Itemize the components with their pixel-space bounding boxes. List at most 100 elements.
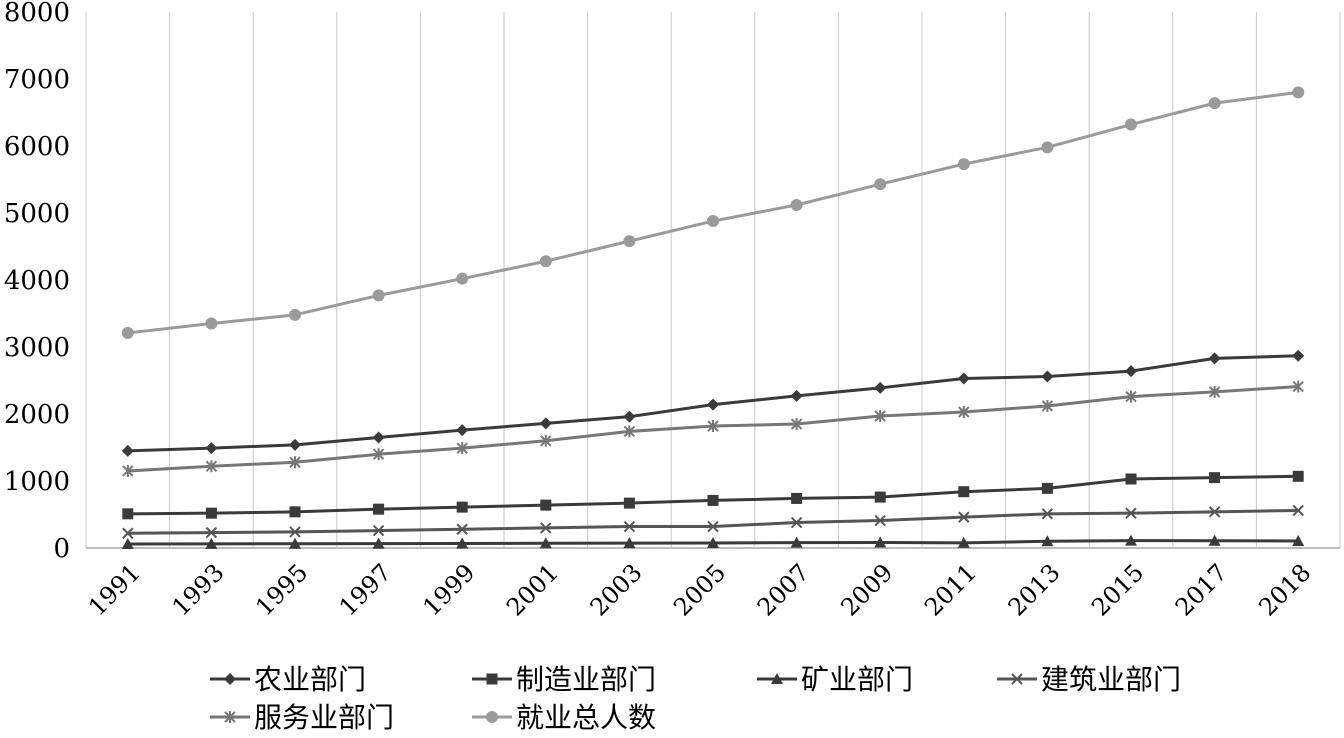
y-tick-label: 1000 bbox=[4, 467, 70, 497]
series-lines bbox=[121, 86, 1305, 549]
data-point bbox=[456, 272, 469, 285]
series-group bbox=[122, 504, 1304, 539]
data-point bbox=[1209, 472, 1221, 484]
x-tick-label: 2005 bbox=[668, 558, 731, 621]
data-point bbox=[205, 442, 218, 455]
legend-item: 制造业部门 bbox=[472, 663, 656, 696]
y-tick-label: 6000 bbox=[4, 132, 70, 162]
data-point bbox=[1125, 534, 1137, 546]
data-point bbox=[1292, 534, 1305, 546]
data-point bbox=[1292, 504, 1304, 517]
data-point bbox=[1125, 473, 1137, 485]
legend-label: 建筑业部门 bbox=[1041, 663, 1181, 696]
data-point bbox=[121, 537, 134, 549]
data-point bbox=[623, 410, 636, 423]
data-point bbox=[373, 503, 385, 515]
legend-label: 农业部门 bbox=[254, 663, 366, 696]
data-point bbox=[790, 536, 803, 548]
data-point bbox=[874, 381, 887, 394]
data-point bbox=[1125, 390, 1137, 403]
data-point bbox=[790, 516, 803, 529]
data-point bbox=[958, 486, 970, 498]
data-point bbox=[790, 198, 803, 211]
series-line bbox=[127, 90, 1299, 335]
data-point bbox=[121, 326, 134, 339]
data-point bbox=[289, 438, 301, 451]
data-point bbox=[456, 537, 469, 549]
data-point bbox=[790, 389, 803, 402]
data-point bbox=[289, 526, 301, 538]
data-point bbox=[456, 501, 468, 513]
data-point bbox=[1208, 352, 1221, 365]
data-point bbox=[957, 158, 970, 171]
data-point bbox=[623, 497, 635, 509]
data-point bbox=[1292, 380, 1304, 393]
data-point bbox=[205, 317, 218, 330]
legend-marker bbox=[1011, 673, 1023, 685]
data-point bbox=[289, 456, 301, 469]
data-point bbox=[539, 537, 552, 549]
series-line bbox=[127, 508, 1299, 535]
data-point bbox=[1125, 365, 1137, 378]
series-group bbox=[121, 349, 1305, 457]
data-point bbox=[874, 491, 886, 503]
data-point bbox=[540, 522, 552, 534]
y-tick-labels: 0 1000 2000 3000 4000 5000 6000 7000 8000 bbox=[4, 0, 70, 564]
data-point bbox=[456, 523, 468, 535]
x-tick-label: 2011 bbox=[919, 558, 982, 621]
legend-label: 矿业部门 bbox=[801, 663, 913, 696]
data-point bbox=[122, 464, 134, 477]
data-point bbox=[122, 527, 134, 539]
data-point bbox=[372, 537, 385, 549]
data-point bbox=[707, 537, 719, 549]
data-point bbox=[1208, 534, 1221, 546]
legend-item: 建筑业部门 bbox=[997, 663, 1181, 696]
x-tick-label: 1997 bbox=[334, 558, 397, 621]
data-point bbox=[623, 235, 636, 248]
series-group bbox=[122, 380, 1304, 477]
x-tick-label: 1999 bbox=[417, 558, 480, 621]
data-point bbox=[707, 215, 719, 228]
data-point bbox=[874, 178, 887, 191]
x-tick-label: 2017 bbox=[1170, 558, 1233, 621]
legend-marker bbox=[771, 673, 783, 684]
data-point bbox=[1125, 118, 1137, 131]
data-point bbox=[874, 410, 886, 423]
data-point bbox=[1208, 385, 1221, 398]
data-point bbox=[791, 492, 803, 504]
data-point bbox=[957, 372, 970, 385]
data-point bbox=[121, 444, 134, 457]
data-point bbox=[1041, 141, 1054, 154]
x-tick-label: 1991 bbox=[83, 558, 146, 621]
legend-marker bbox=[224, 711, 236, 723]
data-point bbox=[1292, 349, 1305, 362]
legend-label: 制造业部门 bbox=[516, 663, 656, 696]
data-point bbox=[540, 434, 552, 447]
data-point bbox=[289, 506, 301, 518]
data-point bbox=[874, 514, 886, 527]
x-tick-label: 2018 bbox=[1253, 558, 1316, 621]
data-point bbox=[205, 526, 218, 539]
x-tick-label: 1993 bbox=[167, 558, 230, 621]
data-point bbox=[957, 536, 970, 548]
legend-item: 农业部门 bbox=[210, 663, 366, 696]
data-point bbox=[289, 308, 301, 321]
data-point bbox=[874, 536, 887, 548]
data-point bbox=[540, 499, 552, 511]
data-point bbox=[707, 398, 719, 411]
data-point bbox=[1292, 86, 1305, 99]
data-point bbox=[205, 460, 218, 473]
data-point bbox=[707, 494, 719, 506]
data-point bbox=[1041, 482, 1053, 494]
data-point bbox=[456, 442, 468, 455]
x-tick-label: 1995 bbox=[250, 558, 313, 621]
data-point bbox=[623, 520, 636, 533]
y-tick-label: 2000 bbox=[4, 400, 70, 430]
x-tick-label: 2009 bbox=[835, 558, 898, 621]
legend-label: 就业总人数 bbox=[516, 701, 656, 734]
data-point bbox=[707, 520, 719, 533]
data-point bbox=[372, 448, 385, 461]
x-tick-label: 2007 bbox=[752, 558, 815, 621]
